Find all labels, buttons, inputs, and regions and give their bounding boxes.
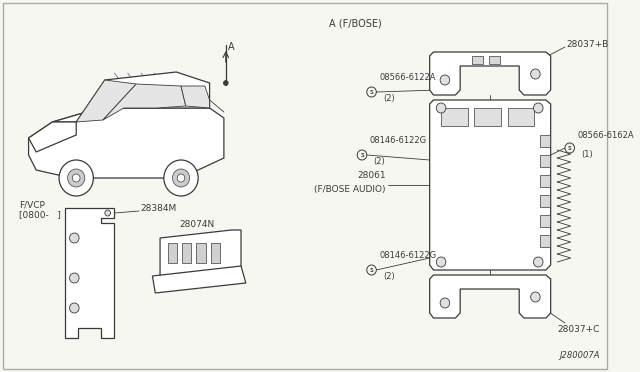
Text: 28061: 28061 xyxy=(357,171,386,180)
Circle shape xyxy=(172,169,189,187)
Circle shape xyxy=(357,150,367,160)
Circle shape xyxy=(70,273,79,283)
Text: 28037+C: 28037+C xyxy=(557,325,600,334)
Circle shape xyxy=(223,80,228,86)
Bar xyxy=(168,243,177,263)
Text: A: A xyxy=(228,42,234,52)
Polygon shape xyxy=(181,86,209,108)
Circle shape xyxy=(164,160,198,196)
Circle shape xyxy=(565,143,575,153)
Circle shape xyxy=(367,87,376,97)
Bar xyxy=(540,215,550,227)
Text: 28037+B: 28037+B xyxy=(567,39,609,48)
Text: (2): (2) xyxy=(374,157,385,166)
Text: 08566-6122A: 08566-6122A xyxy=(379,73,436,82)
Circle shape xyxy=(68,169,84,187)
Text: S: S xyxy=(370,267,373,273)
Circle shape xyxy=(59,160,93,196)
Text: (2): (2) xyxy=(383,94,395,103)
Bar xyxy=(196,243,206,263)
Bar xyxy=(441,108,468,126)
Text: 08146-6122G: 08146-6122G xyxy=(379,251,436,260)
Circle shape xyxy=(436,257,446,267)
Polygon shape xyxy=(160,230,241,276)
Bar xyxy=(540,175,550,187)
Text: 28074N: 28074N xyxy=(179,220,214,229)
Text: 08146-6122G: 08146-6122G xyxy=(370,136,427,145)
Polygon shape xyxy=(76,80,136,122)
Polygon shape xyxy=(52,72,209,122)
Text: (1): (1) xyxy=(581,150,593,159)
Circle shape xyxy=(72,174,80,182)
Circle shape xyxy=(105,210,111,216)
Bar xyxy=(540,155,550,167)
Polygon shape xyxy=(152,266,246,293)
Bar xyxy=(182,243,191,263)
Text: F/VCP
[0800-   ]: F/VCP [0800- ] xyxy=(19,200,61,219)
Circle shape xyxy=(440,298,450,308)
Bar xyxy=(472,56,483,64)
Text: A (F/BOSE): A (F/BOSE) xyxy=(329,18,381,28)
Text: J280007A: J280007A xyxy=(560,351,600,360)
Text: 28384M: 28384M xyxy=(140,203,176,212)
Polygon shape xyxy=(65,208,115,338)
Text: S: S xyxy=(568,145,572,151)
Bar xyxy=(508,108,534,126)
Text: (2): (2) xyxy=(383,272,395,281)
Polygon shape xyxy=(29,108,224,178)
Circle shape xyxy=(436,103,446,113)
Text: (F/BOSE AUDIO): (F/BOSE AUDIO) xyxy=(314,185,386,194)
Text: S: S xyxy=(370,90,373,94)
Circle shape xyxy=(534,257,543,267)
Bar xyxy=(540,135,550,147)
Polygon shape xyxy=(429,52,550,95)
Bar xyxy=(489,56,500,64)
Bar xyxy=(474,108,501,126)
Circle shape xyxy=(70,303,79,313)
Bar xyxy=(540,195,550,207)
Text: 08566-6162A: 08566-6162A xyxy=(577,131,634,140)
Circle shape xyxy=(440,75,450,85)
Circle shape xyxy=(177,174,185,182)
Polygon shape xyxy=(429,100,550,270)
Circle shape xyxy=(531,292,540,302)
Polygon shape xyxy=(29,122,76,152)
Polygon shape xyxy=(103,84,186,120)
Bar xyxy=(540,235,550,247)
Polygon shape xyxy=(429,275,550,318)
Bar xyxy=(211,243,220,263)
Text: S: S xyxy=(360,153,364,157)
Circle shape xyxy=(367,265,376,275)
Circle shape xyxy=(70,233,79,243)
Circle shape xyxy=(534,103,543,113)
Circle shape xyxy=(531,69,540,79)
